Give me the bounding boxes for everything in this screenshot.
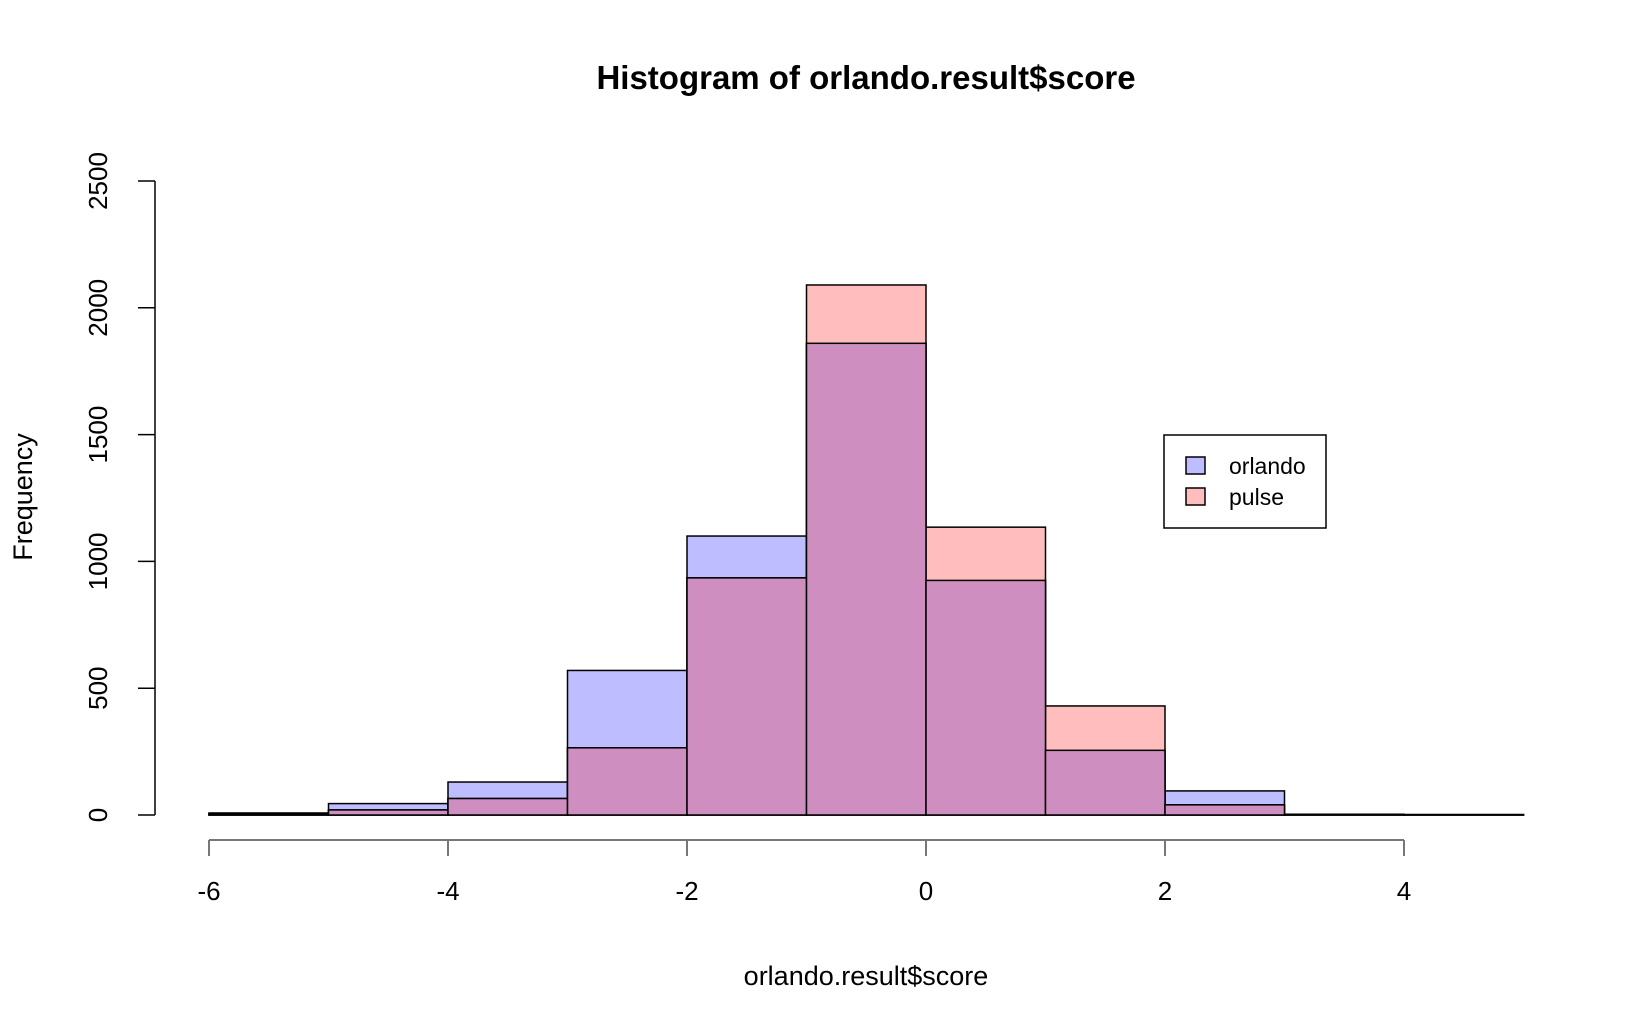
x-tick-label-5: 4 (1397, 876, 1411, 906)
y-tick-label-0: 0 (83, 808, 113, 822)
legend-swatch-pulse (1185, 487, 1206, 506)
y-axis: 0 500 1000 1500 2000 2500 (83, 152, 156, 822)
bar-overlap-3 (566, 747, 688, 816)
x-tick-label-4: 2 (1158, 876, 1172, 906)
chart-title: Histogram of orlando.result$score (596, 59, 1135, 96)
bar-overlap-5 (805, 342, 927, 816)
legend-swatch-orlando (1185, 456, 1206, 475)
x-tick-label-1: -4 (436, 876, 459, 906)
x-axis-label: orlando.result$score (744, 961, 989, 991)
bar-overlap-2 (447, 797, 569, 816)
legend-label-orlando: orlando (1229, 453, 1306, 479)
y-tick-label-1: 500 (83, 667, 113, 710)
bar-overlap-8 (1164, 804, 1286, 816)
y-tick-label-4: 2000 (83, 279, 113, 337)
legend: orlando pulse (1163, 434, 1327, 529)
bar-overlap-4 (686, 577, 808, 816)
bar-overlap-9 (1283, 813, 1405, 816)
bar-overlap-0 (208, 812, 330, 816)
x-axis: -6 -4 -2 0 2 4 (197, 839, 1411, 906)
y-tick-label-5: 2500 (83, 152, 113, 210)
bar-overlap-7 (1044, 749, 1166, 816)
legend-label-pulse: pulse (1229, 484, 1284, 510)
legend-box (1163, 434, 1327, 529)
series-overlap-bars (208, 342, 1525, 816)
y-tick-label-3: 1500 (83, 406, 113, 464)
bar-overlap-6 (925, 579, 1047, 816)
y-axis-label: Frequency (8, 433, 38, 561)
x-tick-label-3: 0 (919, 876, 933, 906)
x-tick-label-0: -6 (197, 876, 220, 906)
bar-overlap-1 (327, 809, 449, 816)
y-tick-label-2: 1000 (83, 532, 113, 590)
x-tick-label-2: -2 (675, 876, 698, 906)
